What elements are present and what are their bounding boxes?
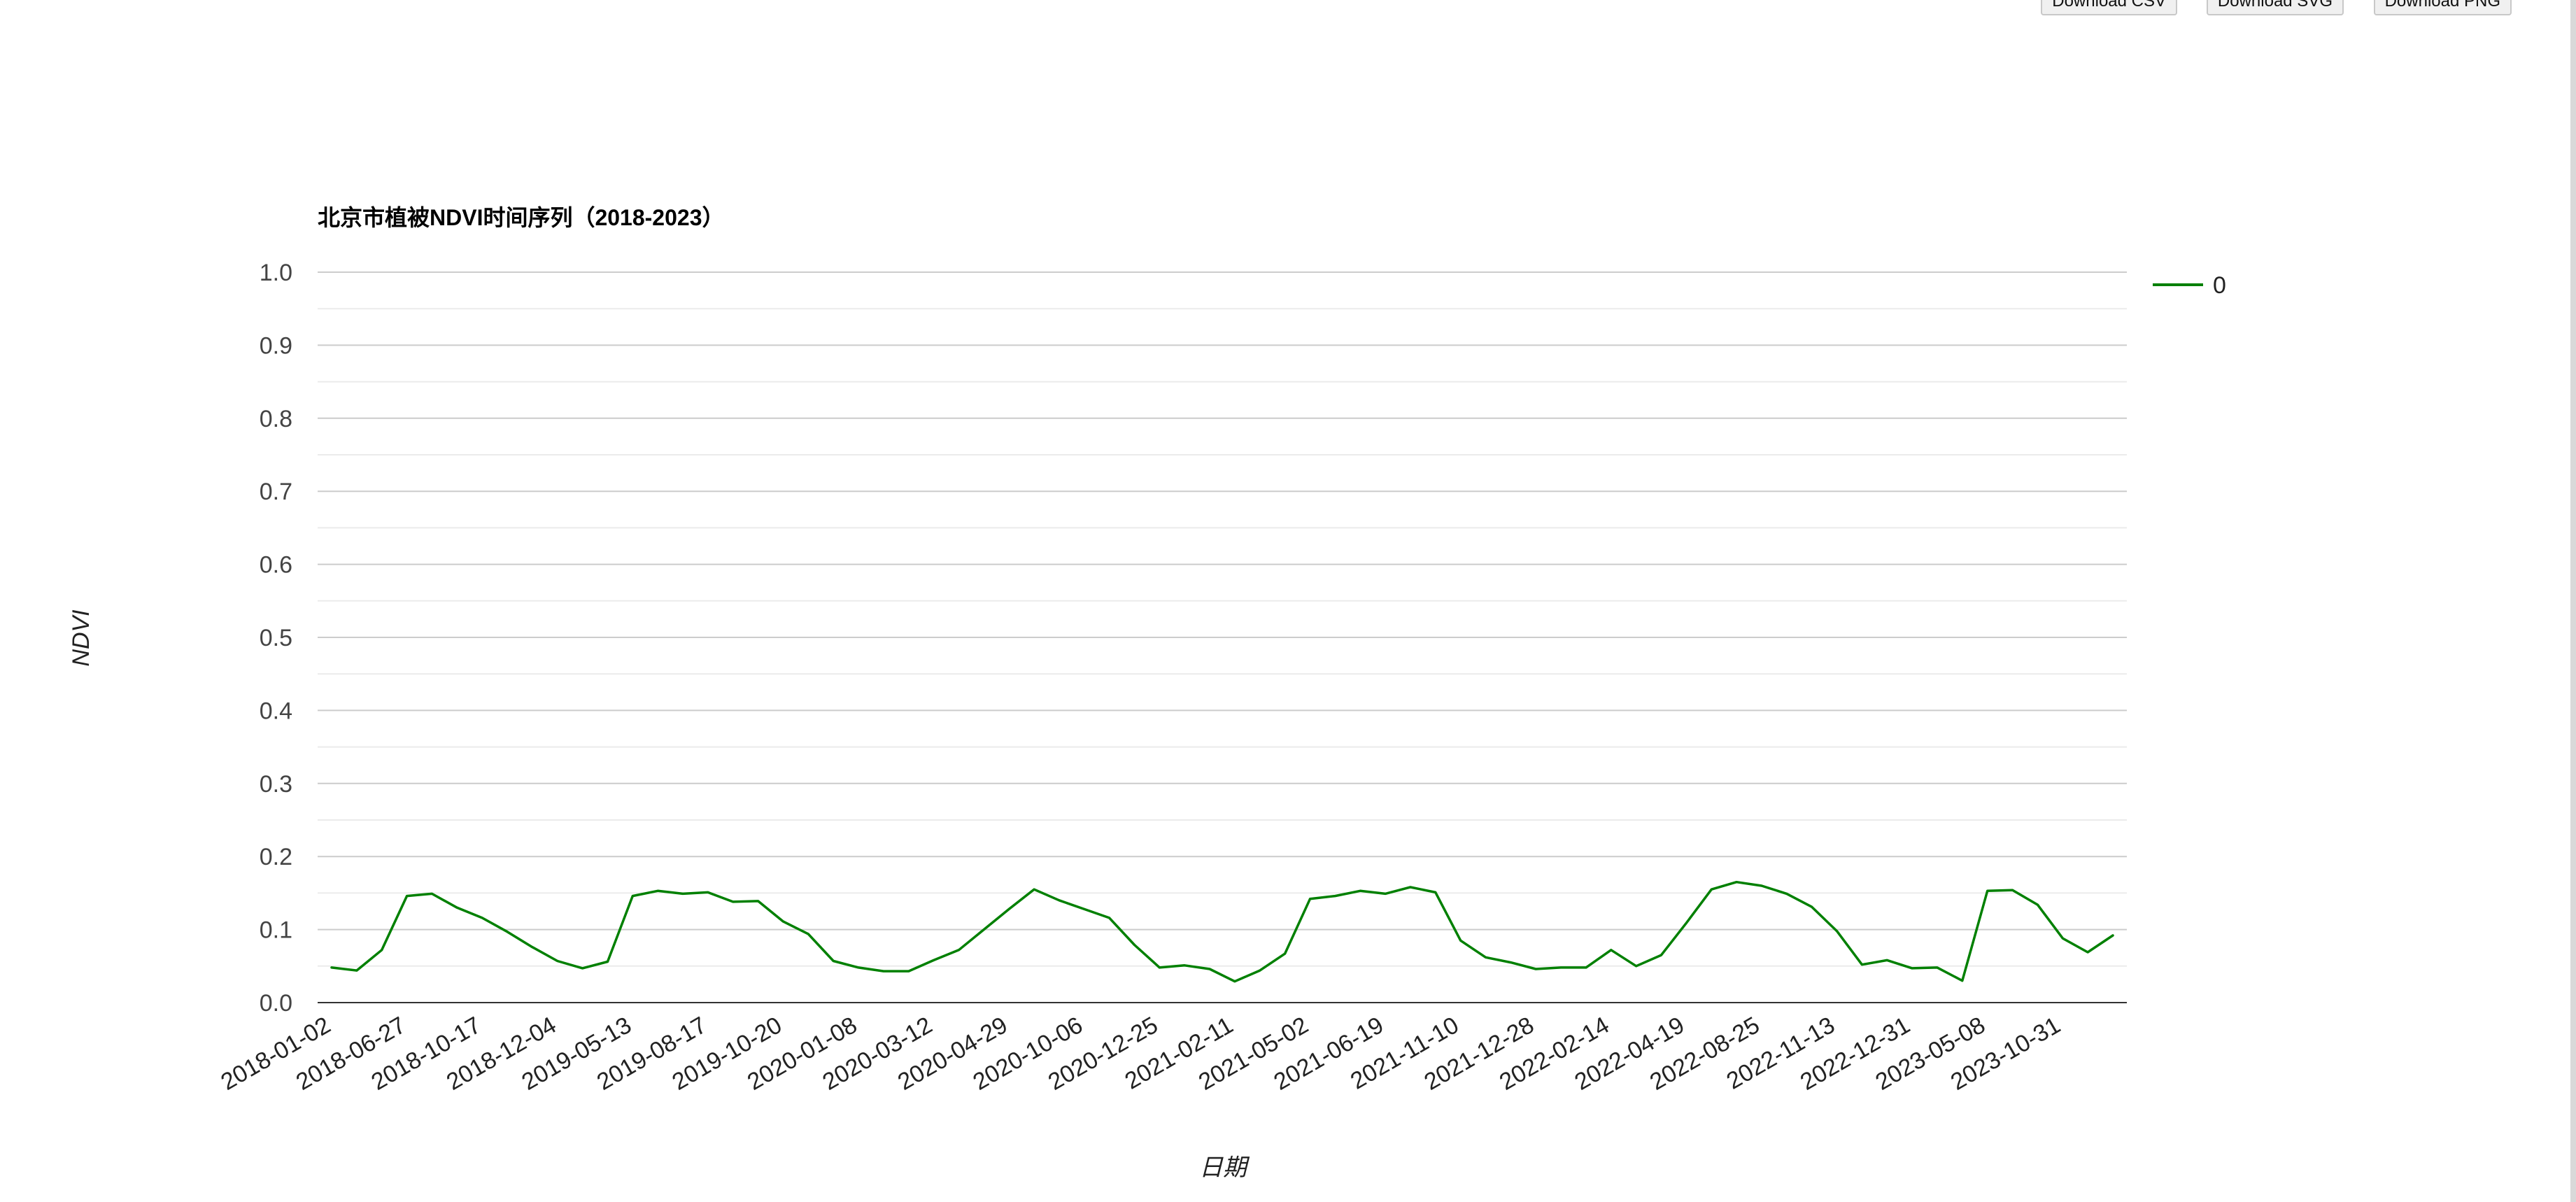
y-tick-label: 0.3 [260, 771, 292, 798]
download-csv-button[interactable]: Download CSV [2041, 0, 2177, 15]
y-tick-label: 0.9 [260, 332, 292, 359]
x-axis-label: 日期 [1199, 1154, 1250, 1181]
window-scrollbar-edge[interactable] [2570, 0, 2576, 1202]
y-tick-label: 0.1 [260, 917, 292, 944]
legend-label: 0 [2213, 272, 2226, 299]
y-tick-label: 0.0 [260, 990, 292, 1017]
x-axis-ticks: 2018-01-022018-06-272018-10-172018-12-04… [216, 1012, 2065, 1096]
y-tick-label: 1.0 [260, 260, 292, 286]
download-svg-button[interactable]: Download SVG [2206, 0, 2344, 15]
grid-minor-lines [318, 308, 2127, 967]
y-tick-label: 0.4 [260, 698, 292, 724]
y-axis-label: NDVI [68, 609, 94, 667]
y-axis-ticks: 0.0 0.1 0.2 0.3 0.4 0.5 0.6 0.7 0.8 0.9 1.0 [260, 260, 292, 1017]
series-line-0 [330, 880, 2114, 983]
y-tick-label: 0.8 [260, 406, 292, 432]
chart-title: 北京市植被NDVI时间序列（2018-2023） [318, 205, 725, 230]
y-tick-label: 0.6 [260, 552, 292, 579]
y-tick-label: 0.5 [260, 625, 292, 651]
y-tick-label: 0.7 [260, 479, 292, 505]
y-tick-label: 0.2 [260, 844, 292, 870]
legend: 0 [2153, 272, 2226, 299]
download-png-button[interactable]: Download PNG [2373, 0, 2512, 15]
